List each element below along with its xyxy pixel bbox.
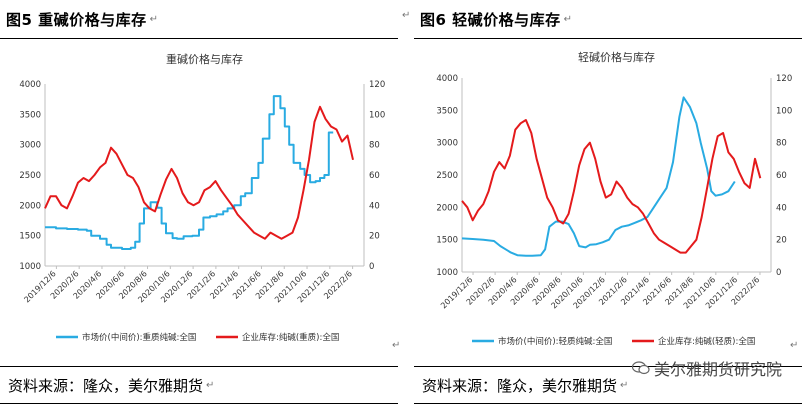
- watermark-text: 美尔雅期货研究院: [653, 360, 782, 379]
- paragraph-mark-icon: ↵: [790, 340, 799, 351]
- y-left-tick-label: 3000: [19, 141, 41, 151]
- y-right-tick-label: 120: [369, 80, 385, 90]
- chart-heavy-soda-ash: 重碱价格与库存 1000 1500 2000 2500 3000 3500 4000 0 20 40…: [19, 52, 385, 343]
- y-right-tick-label: 0: [776, 268, 781, 278]
- y-right-tick-label: 40: [776, 203, 787, 213]
- source-text: 资料来源：隆众，美尔雅期货: [8, 376, 204, 395]
- legend-label-2: 企业库存:纯碱(重质):全国: [242, 332, 339, 343]
- legend-label-1: 市场价(中间价):重质纯碱:全国: [82, 332, 196, 343]
- series-line-2: [461, 119, 762, 254]
- y-right-tick-label: 60: [776, 171, 787, 181]
- y-left-tick-label: 3000: [436, 139, 458, 149]
- y-left-tick-label: 1500: [436, 236, 458, 246]
- y-left-tick-label: 2500: [19, 171, 41, 181]
- y-left-tick-label: 1500: [19, 232, 41, 242]
- y-left-tick-label: 2500: [436, 171, 458, 181]
- legend-label-2: 企业库存:纯碱(轻质):全国: [658, 336, 755, 347]
- paragraph-mark-icon: ↵: [402, 10, 411, 21]
- y-left-tick-label: 2000: [19, 201, 41, 211]
- paragraph-mark-icon: ↵: [206, 379, 215, 391]
- legend-label-1: 市场价(中间价):轻质纯碱:全国: [498, 336, 612, 347]
- y-right-tick-label: 80: [369, 141, 380, 151]
- y-left-tick-label: 1000: [436, 268, 458, 278]
- y-right-tick-label: 0: [369, 262, 374, 272]
- wechat-icon: [631, 361, 650, 375]
- left-figure-source: 资料来源：隆众，美尔雅期货 ↵: [0, 366, 398, 404]
- series-line-1: [45, 95, 334, 250]
- series-line-1: [461, 96, 736, 257]
- watermark: 美尔雅期货研究院: [631, 356, 782, 380]
- paragraph-mark-icon: ↵: [149, 13, 159, 25]
- series-line-2: [44, 105, 354, 240]
- y-right-tick-label: 20: [776, 236, 787, 246]
- left-figure-header: 图5 重碱价格与库存 ↵: [0, 0, 398, 39]
- right-figure-title: 图6 轻碱价格与库存: [420, 10, 561, 29]
- y-right-tick-label: 100: [776, 106, 792, 116]
- paragraph-mark-icon: ↵: [392, 340, 401, 351]
- chart-title: 轻碱价格与库存: [578, 50, 655, 64]
- right-figure-header: 图6 轻碱价格与库存 ↵: [414, 0, 802, 39]
- y-right-tick-label: 40: [369, 201, 380, 211]
- y-right-tick-label: 80: [776, 139, 787, 149]
- y-left-tick-label: 4000: [19, 80, 41, 90]
- y-left-tick-label: 4000: [436, 74, 458, 84]
- y-right-tick-label: 20: [369, 232, 380, 242]
- y-right-tick-label: 60: [369, 171, 380, 181]
- y-left-tick-label: 2000: [436, 203, 458, 213]
- source-text: 资料来源：隆众，美尔雅期货: [422, 376, 618, 395]
- y-right-tick-label: 120: [776, 74, 792, 84]
- y-left-tick-label: 3500: [436, 106, 458, 116]
- chart-title: 重碱价格与库存: [166, 52, 243, 66]
- paragraph-mark-icon: ↵: [620, 379, 629, 391]
- y-left-tick-label: 3500: [19, 110, 41, 120]
- left-figure-title: 图5 重碱价格与库存: [6, 10, 147, 29]
- y-left-tick-label: 1000: [19, 262, 41, 272]
- chart-light-soda-ash: 轻碱价格与库存 1000 1500 2000 2500 3000 3500 4000 0 20 40…: [436, 50, 792, 347]
- paragraph-mark-icon: ↵: [563, 13, 573, 25]
- y-right-tick-label: 100: [369, 110, 385, 120]
